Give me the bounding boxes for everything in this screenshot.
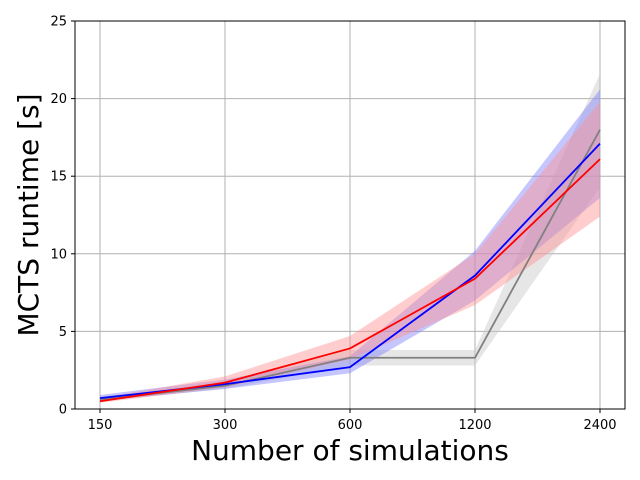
y-tick-label: 0 (59, 403, 67, 418)
x-tick-label: 2400 (583, 418, 616, 433)
confidence-bands (100, 73, 600, 403)
y-tick-label: 20 (50, 92, 67, 107)
x-axis-label: Number of simulations (191, 434, 509, 467)
axis-ticks: 150 300 600 1200 2400 0 5 10 15 20 25 (50, 15, 616, 434)
series-2-line (99, 158, 601, 403)
x-tick-label: 600 (338, 418, 363, 433)
y-tick-label: 5 (59, 325, 67, 340)
series-0-line (99, 129, 601, 401)
series-1-band (100, 89, 600, 402)
series-lines (99, 129, 601, 403)
x-tick-label: 150 (88, 418, 113, 433)
y-axis-label: MCTS runtime [s] (12, 93, 45, 336)
x-tick-label: 300 (213, 418, 238, 433)
y-tick-label: 15 (50, 170, 67, 185)
y-tick-label: 25 (50, 15, 67, 30)
y-tick-label: 10 (50, 247, 67, 262)
series-2-band (100, 101, 600, 403)
x-tick-label: 1200 (458, 418, 491, 433)
